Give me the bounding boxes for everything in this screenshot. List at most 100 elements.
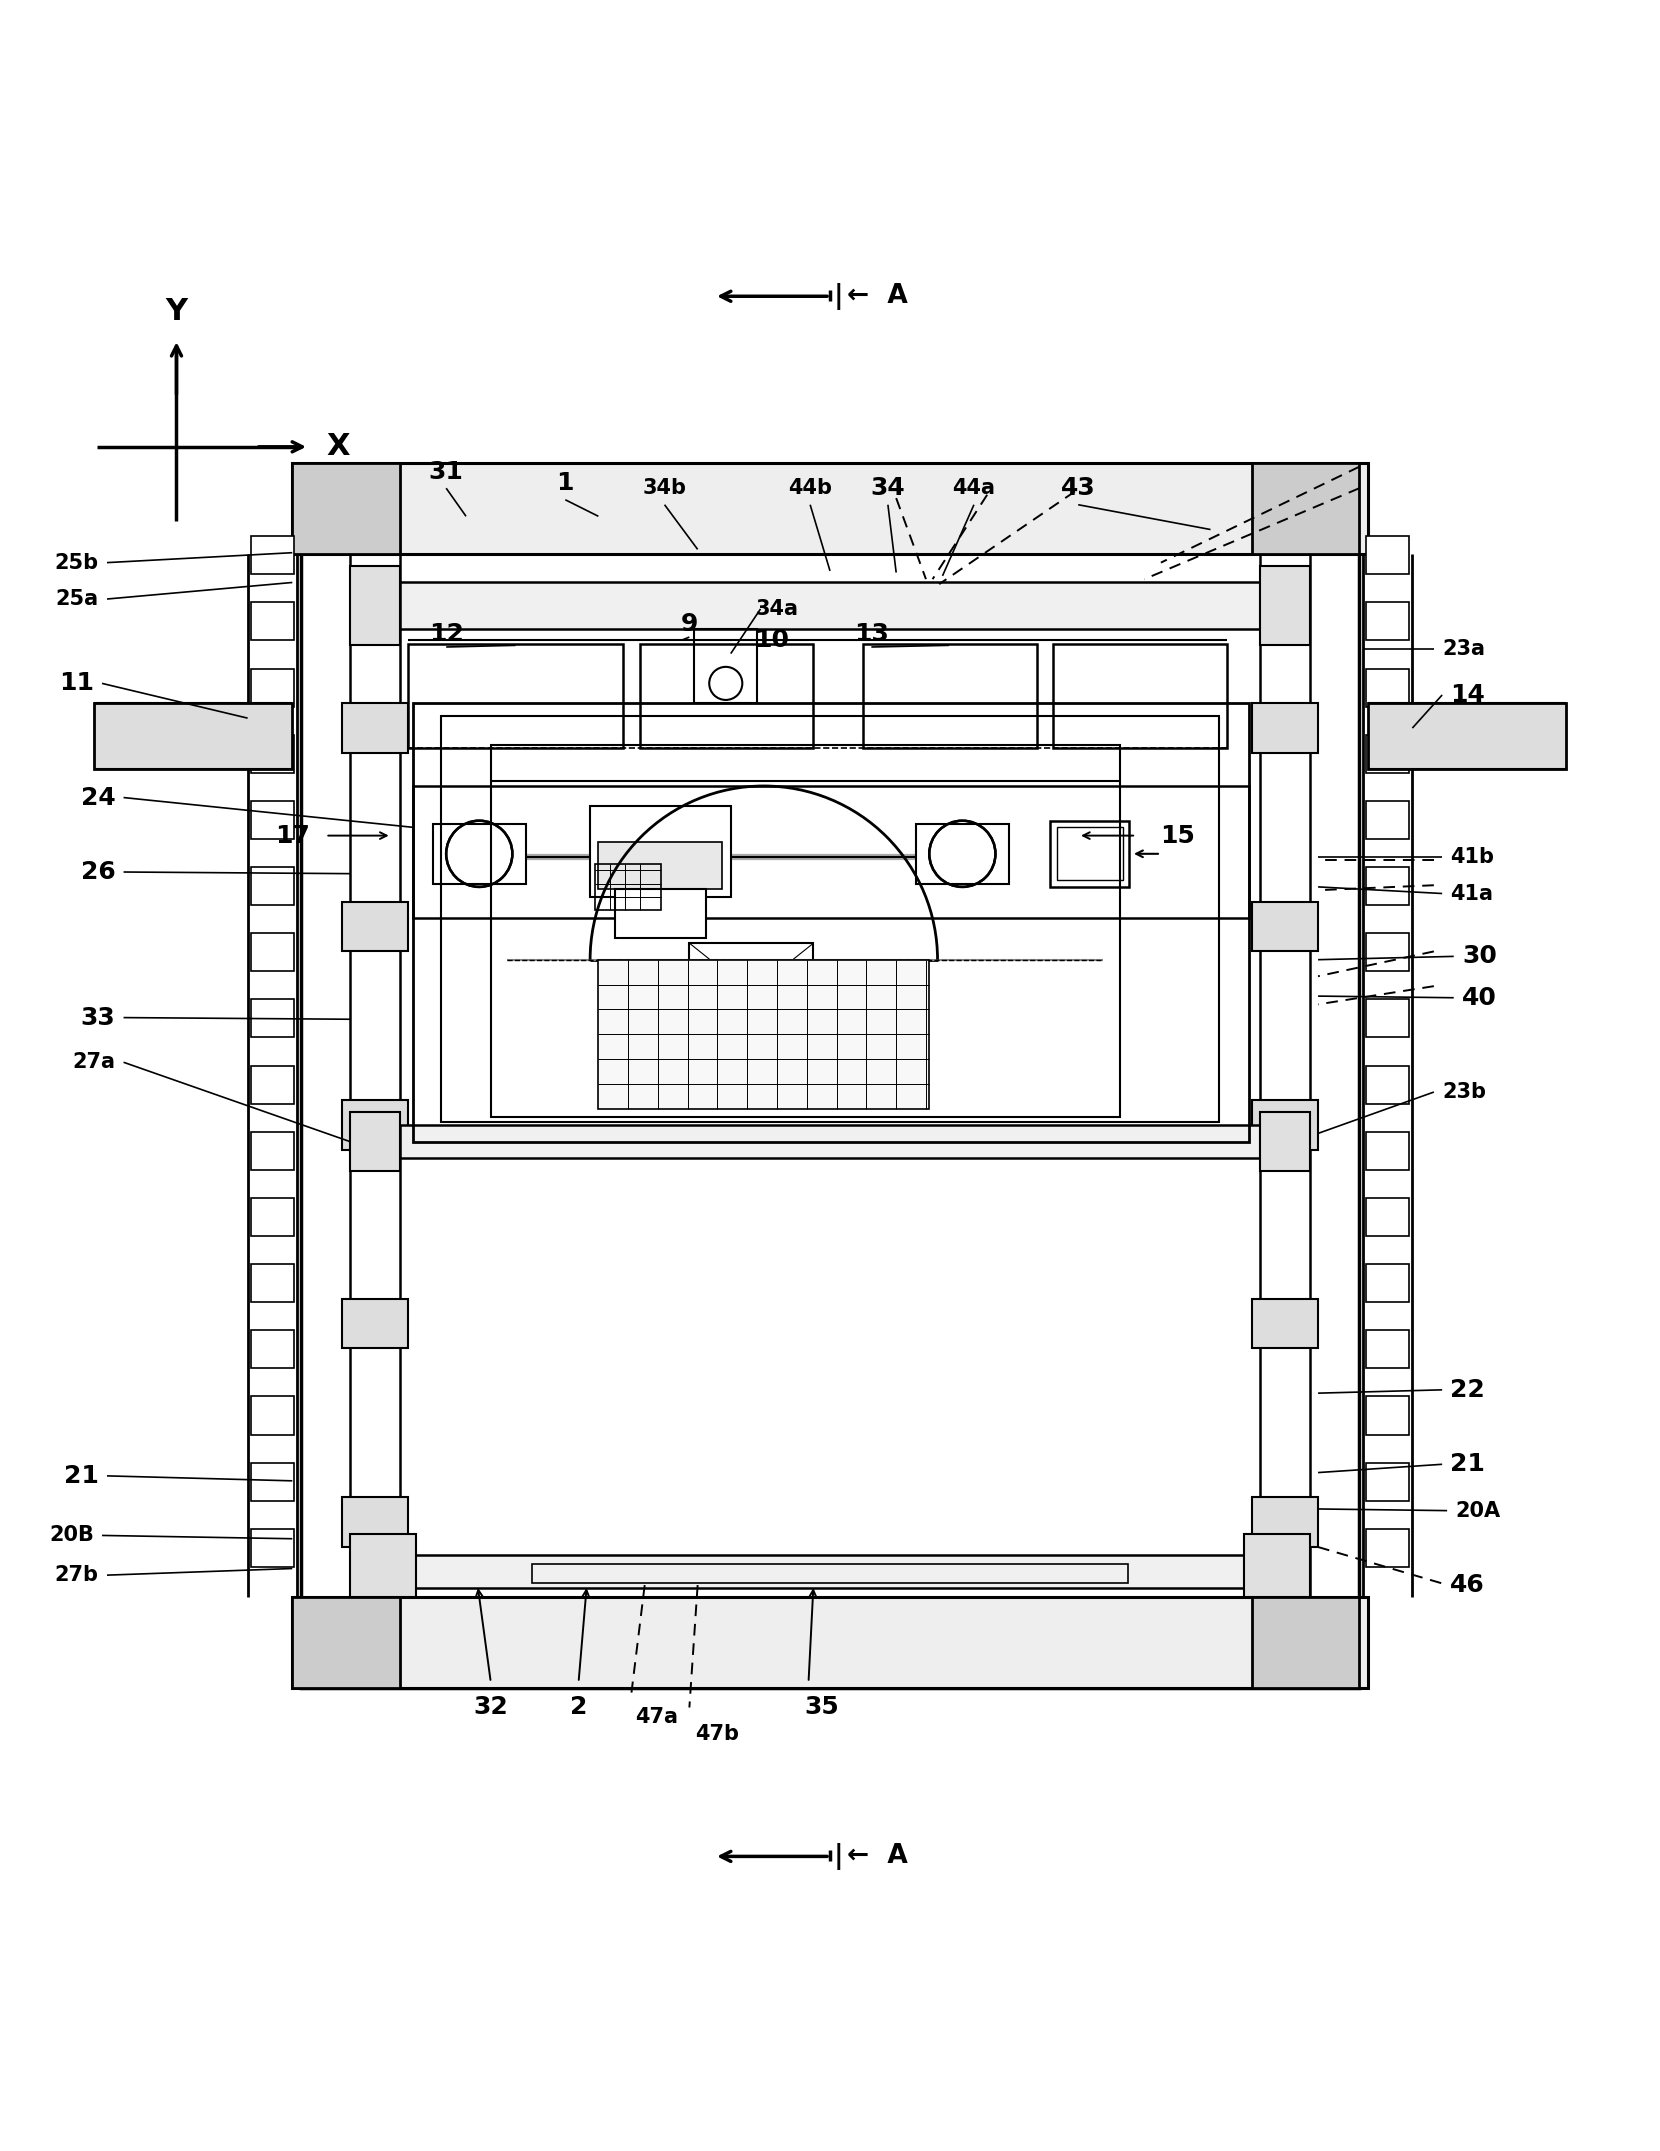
Text: Y: Y: [166, 297, 188, 325]
Text: 25a: 25a: [56, 589, 98, 609]
Bar: [598, 843, 722, 888]
Text: 46: 46: [1451, 1572, 1486, 1596]
Bar: [1366, 669, 1409, 706]
Bar: [1252, 1596, 1360, 1689]
Text: 35: 35: [805, 1695, 838, 1719]
Bar: [442, 716, 1218, 1123]
Bar: [413, 703, 1248, 1142]
Bar: [916, 824, 1009, 884]
Bar: [1366, 1396, 1409, 1435]
Text: 44a: 44a: [953, 478, 996, 499]
Bar: [251, 1065, 294, 1103]
Bar: [1054, 643, 1227, 749]
Bar: [251, 1396, 294, 1435]
Bar: [1366, 1329, 1409, 1368]
Bar: [251, 736, 294, 772]
Bar: [1366, 736, 1409, 772]
Text: 47a: 47a: [634, 1708, 677, 1727]
Text: 21: 21: [1451, 1452, 1486, 1476]
Text: 33: 33: [81, 1007, 115, 1030]
Text: 27b: 27b: [55, 1566, 98, 1585]
Text: 9: 9: [681, 611, 699, 637]
Bar: [491, 744, 1119, 1116]
Bar: [1243, 1534, 1310, 1596]
Text: 30: 30: [1462, 944, 1497, 968]
Text: 23a: 23a: [1443, 639, 1486, 658]
Bar: [342, 1497, 408, 1547]
Bar: [413, 785, 1248, 918]
Bar: [300, 497, 1360, 1689]
Text: 2: 2: [569, 1695, 588, 1719]
Text: 44b: 44b: [788, 478, 832, 499]
Text: 20B: 20B: [48, 1525, 93, 1544]
Bar: [292, 462, 400, 555]
Bar: [533, 1564, 1127, 1583]
Text: 13: 13: [853, 622, 888, 645]
Bar: [614, 888, 706, 938]
Bar: [342, 901, 408, 951]
Text: 1: 1: [556, 471, 574, 495]
Bar: [1366, 602, 1409, 641]
Bar: [350, 1112, 400, 1172]
Bar: [1366, 867, 1409, 906]
Bar: [251, 1529, 294, 1566]
Bar: [1366, 800, 1409, 839]
Text: |: |: [833, 282, 843, 310]
Bar: [639, 643, 813, 749]
Bar: [251, 1000, 294, 1037]
Bar: [1366, 536, 1409, 574]
Bar: [251, 800, 294, 839]
Bar: [1366, 1265, 1409, 1301]
Bar: [342, 1101, 408, 1151]
Bar: [589, 807, 730, 897]
Bar: [1366, 1463, 1409, 1501]
Bar: [1368, 703, 1567, 770]
Bar: [251, 1198, 294, 1237]
Text: 15: 15: [1160, 824, 1195, 847]
Bar: [1252, 1497, 1318, 1547]
Bar: [1252, 703, 1318, 753]
Bar: [1366, 1198, 1409, 1237]
Bar: [251, 1463, 294, 1501]
Bar: [350, 566, 400, 645]
Text: 41b: 41b: [1451, 847, 1494, 867]
Text: 22: 22: [1451, 1379, 1486, 1402]
Text: 21: 21: [63, 1465, 98, 1488]
Bar: [1057, 828, 1122, 880]
Text: 41a: 41a: [1451, 884, 1494, 903]
Bar: [93, 703, 292, 770]
Bar: [400, 583, 1260, 628]
Bar: [689, 942, 813, 1043]
Bar: [350, 1534, 417, 1596]
Text: 34b: 34b: [642, 478, 687, 499]
Bar: [594, 865, 661, 910]
Bar: [1260, 566, 1310, 645]
Text: 43: 43: [1061, 475, 1096, 501]
Bar: [1252, 1101, 1318, 1151]
Bar: [694, 628, 757, 703]
Bar: [413, 1555, 1248, 1587]
Text: 24: 24: [81, 785, 115, 809]
Bar: [251, 1329, 294, 1368]
Text: 34a: 34a: [755, 598, 798, 619]
Bar: [251, 934, 294, 972]
Bar: [863, 643, 1038, 749]
Bar: [598, 959, 930, 1108]
Bar: [1366, 1065, 1409, 1103]
Bar: [292, 1596, 400, 1689]
Text: 47b: 47b: [696, 1723, 739, 1744]
Bar: [251, 536, 294, 574]
Text: 27a: 27a: [73, 1052, 115, 1071]
Text: 14: 14: [1451, 684, 1486, 708]
Bar: [1366, 1131, 1409, 1170]
Bar: [251, 1131, 294, 1170]
Bar: [292, 462, 1368, 555]
Bar: [1366, 1529, 1409, 1566]
Text: 11: 11: [58, 671, 93, 695]
Text: 17: 17: [276, 824, 310, 847]
Bar: [400, 1125, 1260, 1157]
Bar: [342, 1299, 408, 1349]
Text: 31: 31: [428, 460, 463, 484]
Bar: [251, 669, 294, 706]
Bar: [292, 1596, 1368, 1689]
